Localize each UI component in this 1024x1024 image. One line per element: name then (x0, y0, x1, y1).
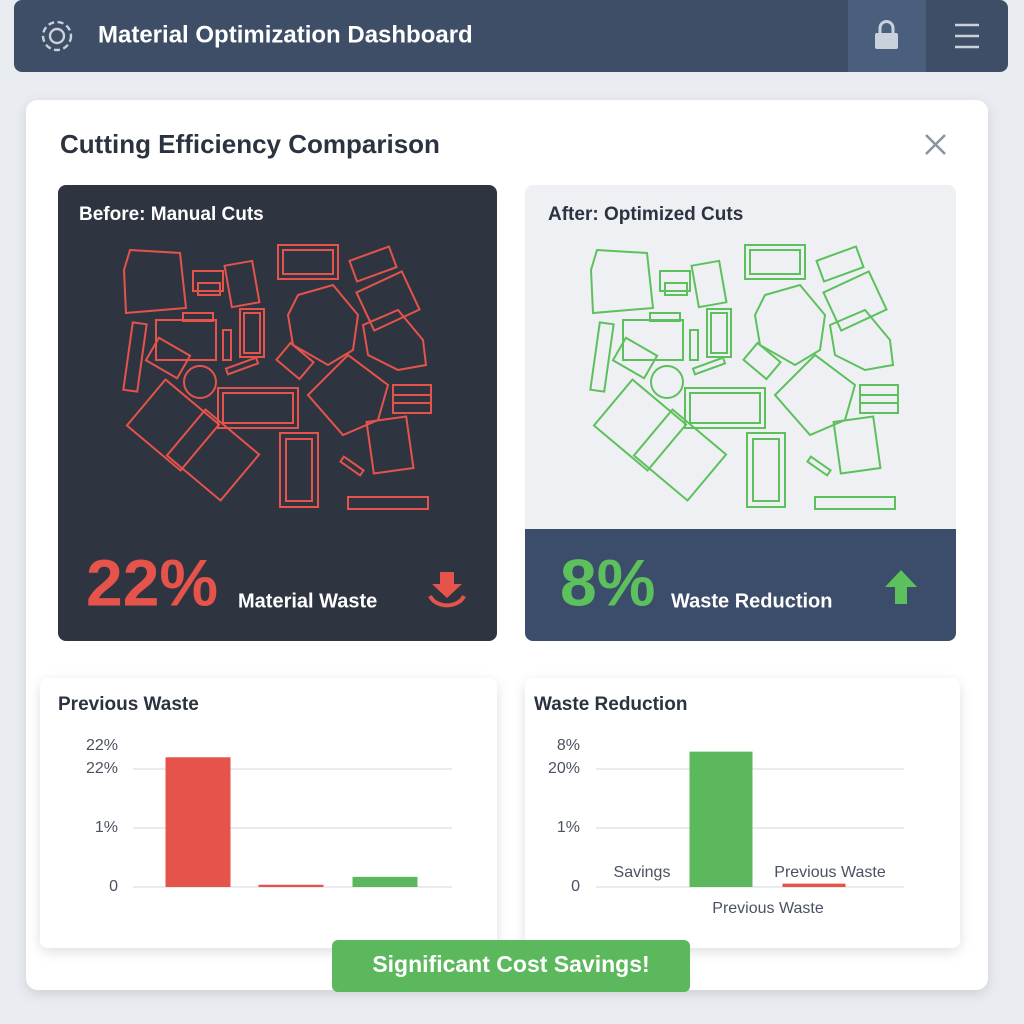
before-panel (58, 185, 497, 641)
y-tick-label: 20% (548, 760, 580, 777)
settings-icon[interactable] (41, 20, 73, 52)
after-panel (525, 185, 956, 641)
menu-icon[interactable] (955, 23, 979, 49)
panel-title: After: Optimized Cuts (548, 204, 743, 225)
x-axis-label: Previous Waste (712, 900, 824, 917)
panel-title: Before: Manual Cuts (79, 204, 264, 225)
y-tick-label: 0 (109, 878, 118, 895)
stat-label: Material Waste (238, 590, 377, 612)
savings-button[interactable] (332, 940, 690, 992)
stat-value: 8% (560, 545, 655, 619)
x-category-label: Previous Waste (774, 864, 886, 881)
lock-icon (875, 20, 898, 49)
y-tick-label: 22% (86, 760, 118, 777)
y-tick-label: 1% (95, 819, 118, 836)
x-category-label: Savings (614, 864, 671, 881)
bar (782, 883, 846, 887)
y-tick-label: 8% (557, 737, 580, 754)
y-tick-label: 0 (571, 878, 580, 895)
chart-title: Waste Reduction (534, 694, 687, 715)
chart-title: Previous Waste (58, 694, 199, 715)
after-stat-bar (525, 529, 956, 641)
header-title: Material Optimization Dashboard (98, 21, 473, 48)
y-tick-label: 22% (86, 737, 118, 754)
bar (258, 884, 324, 887)
bar (165, 757, 231, 887)
up-arrow-icon (885, 570, 917, 604)
y-tick-label: 1% (557, 819, 580, 836)
down-arrow-icon (428, 572, 466, 608)
close-button[interactable] (925, 134, 946, 155)
button-label: Significant Cost Savings! (372, 951, 649, 977)
header-bar (14, 0, 1008, 72)
stat-label: Waste Reduction (671, 590, 833, 612)
stat-value: 22% (86, 545, 218, 619)
chart-panel (40, 678, 497, 948)
charts: Previous Waste 22% 22% 1% 0 Waste Reduction 8%… (58, 694, 904, 917)
dialog-title: Cutting Efficiency Comparison (60, 129, 440, 159)
bar (689, 751, 753, 887)
bar (352, 876, 418, 887)
